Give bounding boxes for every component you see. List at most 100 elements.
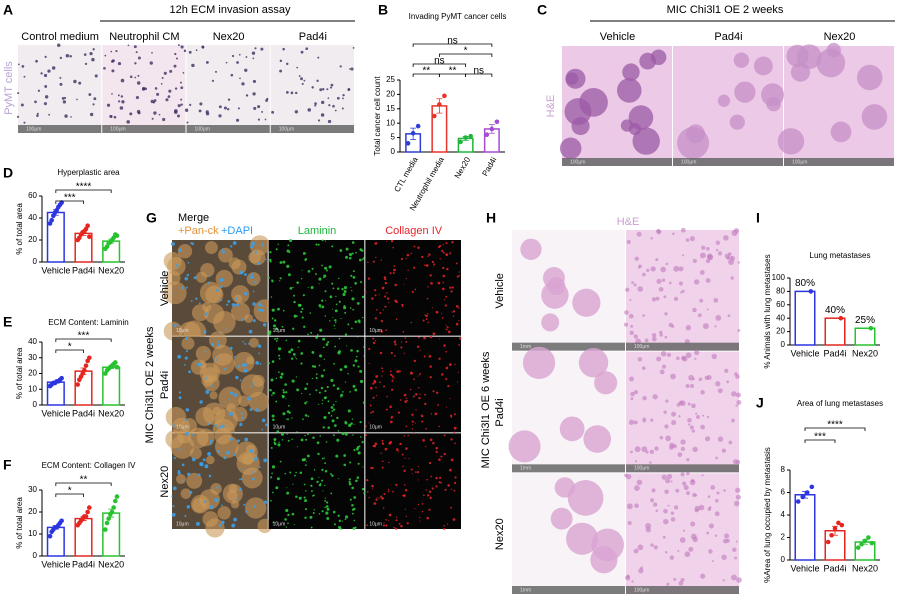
- texture: [271, 317, 274, 320]
- texture: [301, 269, 303, 271]
- y-tick-label: 5: [391, 133, 396, 142]
- texture: [84, 62, 88, 66]
- texture: [651, 336, 657, 342]
- texture: [180, 86, 184, 90]
- texture: [333, 362, 336, 365]
- texture: [290, 348, 294, 352]
- texture: [645, 450, 649, 454]
- texture: [174, 52, 177, 56]
- texture: [163, 281, 187, 305]
- texture: [306, 454, 310, 458]
- texture: [430, 281, 433, 285]
- texture: [364, 291, 367, 294]
- texture: [708, 523, 714, 529]
- texture: [644, 338, 649, 343]
- texture: [239, 379, 242, 382]
- texture: [383, 385, 385, 388]
- category-label: Nex20: [98, 559, 124, 569]
- texture: [699, 270, 705, 275]
- texture: [348, 482, 352, 486]
- texture: [356, 447, 359, 451]
- texture: [382, 309, 384, 311]
- texture: [404, 457, 406, 459]
- texture: [236, 439, 240, 443]
- texture: [89, 112, 94, 117]
- texture: [292, 352, 296, 356]
- texture: [177, 471, 181, 475]
- significance-label: **: [449, 66, 457, 77]
- texture: [633, 390, 639, 395]
- texture: [92, 103, 95, 106]
- texture: [420, 414, 424, 418]
- texture: [327, 426, 331, 429]
- texture: [302, 252, 306, 255]
- texture: [169, 69, 173, 73]
- texture: [327, 400, 330, 403]
- texture: [296, 388, 300, 392]
- texture: [211, 385, 214, 388]
- texture: [357, 319, 361, 323]
- texture: [328, 104, 331, 107]
- texture: [294, 356, 296, 358]
- texture: [277, 307, 280, 311]
- texture: [241, 82, 245, 86]
- texture: [310, 477, 314, 481]
- texture: [245, 510, 248, 513]
- texture: [672, 232, 675, 236]
- texture: [425, 318, 428, 320]
- texture: [296, 315, 298, 317]
- texture: [661, 474, 667, 480]
- texture: [307, 433, 309, 436]
- texture: [327, 341, 330, 344]
- texture: [334, 319, 337, 322]
- texture: [364, 286, 367, 288]
- texture: [637, 544, 644, 551]
- texture: [715, 240, 720, 245]
- texture: [368, 362, 370, 365]
- texture: [190, 359, 207, 375]
- texture: [380, 330, 384, 333]
- texture: [347, 88, 351, 91]
- texture: [686, 471, 690, 476]
- texture: [273, 442, 277, 446]
- texture: [195, 271, 208, 283]
- texture: [153, 99, 157, 102]
- texture: [398, 451, 400, 453]
- texture: [418, 374, 420, 376]
- texture: [414, 508, 416, 510]
- texture: [405, 340, 408, 343]
- texture: [388, 461, 390, 464]
- panel-letter: F: [3, 457, 12, 473]
- texture: [252, 57, 255, 60]
- texture: [218, 386, 242, 410]
- y-tick-label: 6: [781, 488, 786, 497]
- texture: [354, 359, 358, 363]
- texture: [651, 333, 657, 338]
- texture: [425, 264, 429, 267]
- texture: [277, 347, 282, 351]
- panel-letter: G: [146, 210, 157, 226]
- texture: [456, 381, 459, 383]
- y-tick-label: 0: [391, 147, 396, 156]
- texture: [236, 61, 239, 64]
- texture: [665, 435, 671, 442]
- texture: [127, 44, 130, 47]
- y-tick-label: 0: [781, 555, 786, 564]
- texture: [168, 89, 172, 93]
- texture: [717, 436, 724, 442]
- texture: [304, 434, 306, 437]
- texture: [685, 352, 692, 359]
- texture: [335, 454, 339, 458]
- texture: [671, 420, 677, 426]
- texture: [361, 295, 365, 299]
- texture: [117, 94, 120, 97]
- texture: [303, 458, 307, 462]
- texture: [324, 315, 327, 317]
- texture: [347, 373, 349, 375]
- texture: [413, 379, 415, 381]
- texture: [381, 442, 385, 445]
- significance-bracket: [55, 200, 84, 204]
- texture: [258, 308, 262, 312]
- data-point: [484, 132, 490, 138]
- texture: [234, 294, 243, 303]
